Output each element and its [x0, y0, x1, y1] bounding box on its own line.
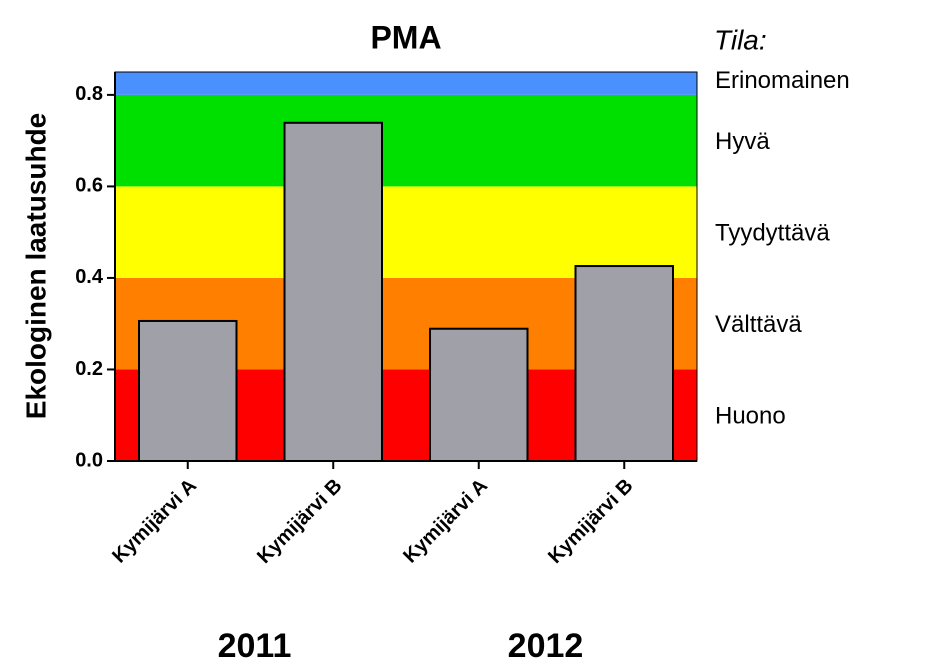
x-tick-label: Kymijärvi B: [253, 475, 346, 568]
band-label: Erinomainen: [715, 67, 850, 94]
band-label: Huono: [715, 403, 786, 430]
group-label: 2012: [508, 627, 584, 665]
plot-frame: [114, 71, 698, 462]
y-tick-label: 0.0: [75, 449, 103, 471]
y-tick-label: 0.6: [75, 175, 103, 197]
bar: [574, 265, 674, 462]
band-label: Hyvä: [715, 128, 770, 155]
bar: [283, 121, 383, 462]
y-tick-label: 0.2: [75, 358, 103, 380]
chart-title: PMA: [370, 19, 441, 55]
bar: [138, 319, 238, 462]
band-label: Tyydyttävä: [715, 220, 830, 247]
band-label: Välttävä: [715, 311, 802, 338]
quality-band: [115, 94, 697, 187]
legend-title: Tila:: [714, 24, 767, 55]
group-label: 2011: [218, 627, 292, 665]
quality-band: [115, 186, 697, 278]
x-tick-label: Kymijärvi A: [108, 475, 201, 568]
y-axis-label: Ekologinen laatusuhde: [20, 113, 51, 419]
bar: [429, 327, 529, 462]
x-tick-label: Kymijärvi B: [544, 475, 637, 568]
quality-band: [115, 72, 697, 95]
y-tick-label: 0.8: [75, 83, 103, 105]
y-tick-label: 0.4: [75, 266, 104, 288]
x-tick-label: Kymijärvi A: [399, 475, 492, 568]
